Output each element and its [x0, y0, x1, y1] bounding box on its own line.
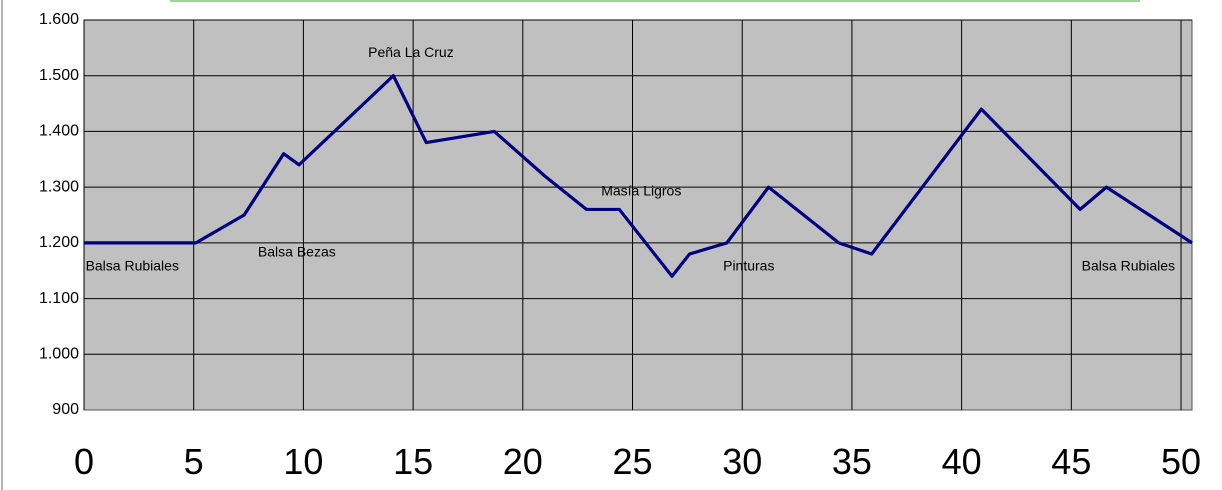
x-tick-label: 20 — [503, 441, 543, 482]
x-tick-label: 45 — [1051, 441, 1091, 482]
annotation-label: Pinturas — [723, 258, 774, 274]
y-tick-label: 1.300 — [39, 178, 79, 195]
y-axis-tick-labels: 900 1.000 1.100 1.200 1.300 1.400 1.500 1.600 — [39, 11, 79, 418]
plot-area — [83, 19, 1193, 411]
annotation-label: Masía Ligros — [601, 182, 681, 198]
y-tick-label: 1.200 — [39, 234, 79, 251]
y-tick-label: 1.500 — [39, 67, 79, 84]
annotation-label: Balsa Rubiales — [86, 258, 179, 274]
series-line-0 — [84, 74, 1193, 278]
x-tick-label: 50 — [1161, 441, 1201, 482]
x-tick-label: 15 — [393, 441, 433, 482]
x-tick-label: 10 — [283, 441, 323, 482]
y-tick-label: 1.600 — [39, 11, 79, 28]
x-axis-tick-labels: 0 5 10 15 20 25 30 35 40 45 50 — [74, 441, 1201, 482]
x-tick-label: 35 — [832, 441, 872, 482]
x-tick-label: 30 — [722, 441, 762, 482]
y-tick-label: 1.100 — [39, 290, 79, 307]
annotation-label: Balsa Bezas — [258, 244, 336, 260]
x-tick-label: 40 — [942, 441, 982, 482]
y-tick-label: 900 — [52, 401, 79, 418]
annotation-label: Peña La Cruz — [368, 44, 454, 60]
y-tick-label: 1.000 — [39, 346, 79, 363]
x-tick-label: 25 — [612, 441, 652, 482]
y-tick-label: 1.400 — [39, 123, 79, 140]
x-tick-label: 0 — [74, 441, 94, 482]
vertical-gridlines — [83, 20, 1182, 410]
annotation-labels: Peña La Cruz Balsa Bezas Masía Ligros Pintu… — [86, 44, 1175, 273]
x-tick-label: 5 — [184, 441, 204, 482]
series-group — [84, 74, 1193, 278]
horizontal-gridlines — [84, 19, 1192, 355]
annotation-label: Balsa Rubiales — [1082, 258, 1175, 274]
